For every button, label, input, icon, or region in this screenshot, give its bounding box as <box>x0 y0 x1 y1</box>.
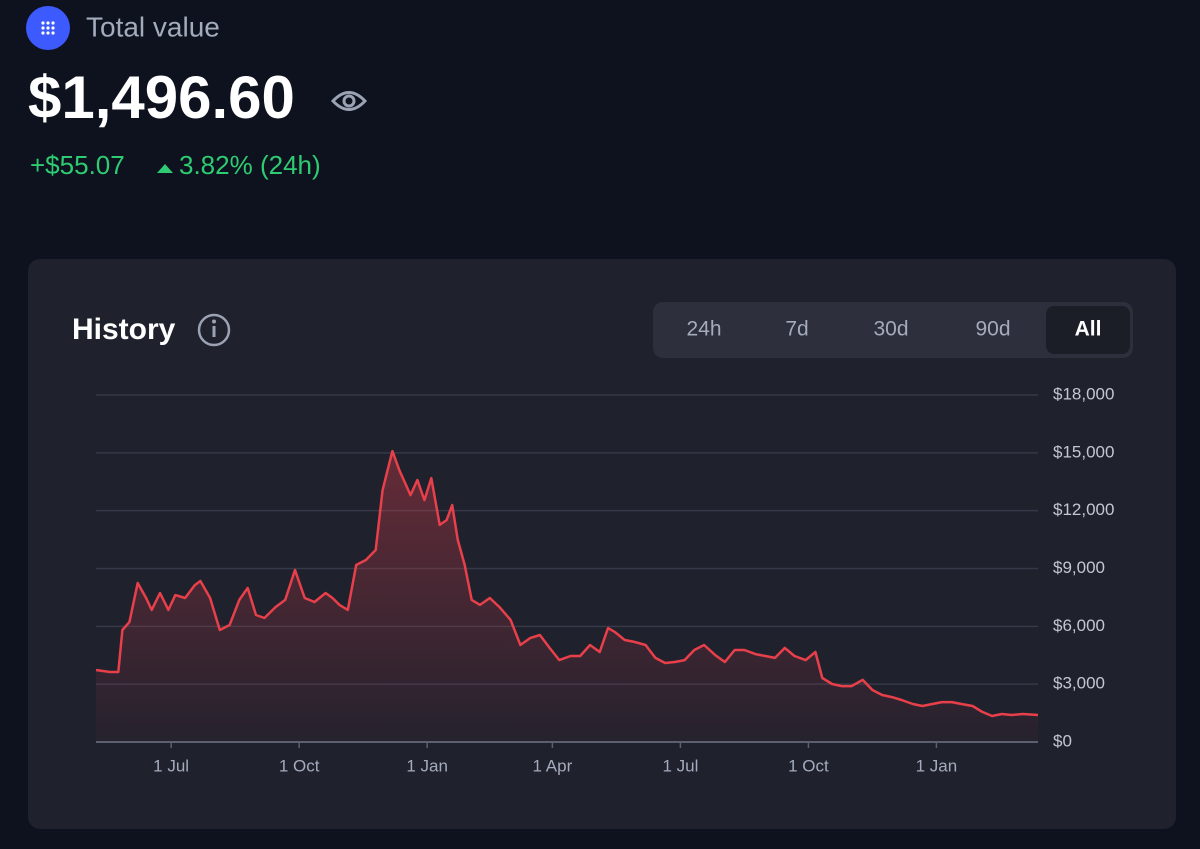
up-arrow <box>157 164 173 173</box>
info-icon[interactable] <box>197 313 231 347</box>
y-tick-label: $3,000 <box>1053 674 1105 693</box>
info-dot <box>212 319 216 324</box>
x-tick-label: 1 Jul <box>153 756 189 775</box>
x-tick-label: 1 Jul <box>662 756 698 775</box>
tab-label: All <box>1075 318 1102 341</box>
tab[interactable]: 7d <box>785 318 808 341</box>
info-circle <box>197 313 231 347</box>
line <box>95 449 1039 718</box>
tab-group <box>653 302 1133 358</box>
total-value: $1,496.60 <box>28 64 295 131</box>
area-fill <box>96 451 1038 742</box>
x-tick-label: 1 Jan <box>406 756 448 775</box>
x-tick-label: 1 Oct <box>279 756 320 775</box>
tab-label: 24h <box>686 318 721 341</box>
y-tick-label: $12,000 <box>1053 500 1114 519</box>
tab-label: 90d <box>975 318 1010 341</box>
card-title: History <box>72 313 176 346</box>
y-tick-label: $18,000 <box>1053 384 1114 403</box>
tab[interactable]: 30d <box>873 318 908 341</box>
eye-icon[interactable] <box>330 91 368 111</box>
tab-label: 7d <box>785 318 808 341</box>
tab[interactable]: All <box>1046 306 1130 354</box>
change-amount: +$55.07 <box>30 150 125 180</box>
eye-pupil <box>342 94 356 108</box>
y-tick-label: $15,000 <box>1053 442 1114 461</box>
tab[interactable]: 24h <box>686 318 721 341</box>
y-tick-label: $6,000 <box>1053 616 1105 635</box>
history-chart: $0 $3,000 $6,000 $9,000 $12,000 $15,000 $18,00… <box>95 384 1114 775</box>
tab[interactable]: 90d <box>975 318 1010 341</box>
x-tick-label: 1 Apr <box>533 756 573 775</box>
wallet-icon[interactable] <box>26 6 70 50</box>
x-tick-label: 1 Oct <box>788 756 829 775</box>
eye-outline <box>330 91 368 111</box>
tab-label: 30d <box>873 318 908 341</box>
info-stem <box>212 326 216 337</box>
y-tick-label: $9,000 <box>1053 558 1105 577</box>
icon-dots <box>41 21 55 35</box>
header-title: Total value <box>86 11 220 42</box>
tab-selected-bg <box>1046 306 1130 354</box>
change-percent: 3.82% (24h) <box>179 150 321 180</box>
y-tick-label: $0 <box>1053 731 1072 750</box>
x-tick-label: 1 Jan <box>916 756 958 775</box>
tabs: 24h 7d 30d 90d All <box>686 306 1130 354</box>
